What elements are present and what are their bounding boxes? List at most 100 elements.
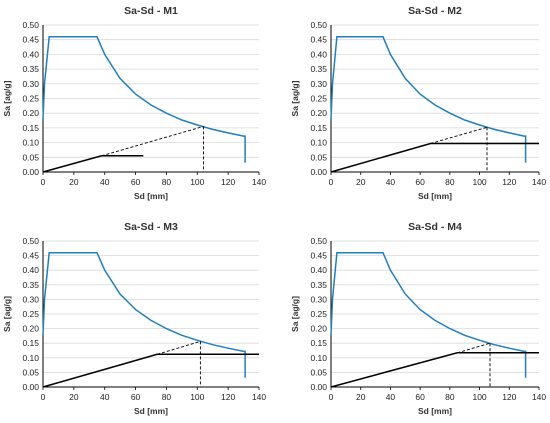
x-tick-label: 0 bbox=[329, 392, 334, 402]
x-tick-label: 120 bbox=[221, 392, 235, 402]
y-tick-label: 0.15 bbox=[22, 338, 39, 348]
x-tick-label: 0 bbox=[41, 177, 46, 187]
y-tick-label: 0.30 bbox=[310, 79, 327, 89]
y-tick-label: 0.50 bbox=[22, 20, 39, 30]
y-tick-label: 0.15 bbox=[310, 123, 327, 133]
x-tick-label: 20 bbox=[69, 392, 79, 402]
x-tick-label: 140 bbox=[252, 392, 266, 402]
x-tick-label: 100 bbox=[472, 177, 486, 187]
y-tick-label: 0.40 bbox=[310, 265, 327, 275]
dashed-guide-line bbox=[157, 340, 201, 355]
x-tick-label: 60 bbox=[415, 177, 425, 187]
y-axis-label: Sa [ag/g] bbox=[290, 296, 300, 332]
x-tick-label: 140 bbox=[532, 177, 546, 187]
y-tick-label: 0.30 bbox=[22, 79, 39, 89]
y-tick-label: 0.45 bbox=[310, 251, 327, 261]
y-tick-label: 0.15 bbox=[310, 338, 327, 348]
y-tick-label: 0.50 bbox=[22, 236, 39, 246]
y-tick-label: 0.00 bbox=[310, 382, 327, 392]
y-tick-label: 0.10 bbox=[22, 353, 39, 363]
y-tick-label: 0.20 bbox=[22, 108, 39, 118]
chart-panel-1: 0.00 0.05 0.10 0.15 0.20 0.25 0.30 0.35 0.40 0.45… bbox=[2, 5, 266, 201]
y-tick-label: 0.40 bbox=[310, 49, 327, 59]
x-tick-label: 60 bbox=[131, 392, 141, 402]
chart-title: Sa-Sd - M3 bbox=[124, 221, 178, 233]
y-tick-label: 0.00 bbox=[22, 382, 39, 392]
x-tick-label: 80 bbox=[162, 177, 172, 187]
y-tick-label: 0.20 bbox=[22, 324, 39, 334]
y-tick-label: 0.15 bbox=[22, 123, 39, 133]
y-tick-label: 0.25 bbox=[310, 94, 327, 104]
y-tick-label: 0.40 bbox=[22, 265, 39, 275]
chart-panel-3: 0.00 0.05 0.10 0.15 0.20 0.25 0.30 0.35 0.40 0.45… bbox=[2, 221, 266, 416]
y-tick-label: 0.10 bbox=[310, 138, 327, 148]
y-tick-label: 0.30 bbox=[22, 294, 39, 304]
y-tick-label: 0.00 bbox=[310, 167, 327, 177]
x-tick-label: 60 bbox=[415, 392, 425, 402]
demand-spectrum-line bbox=[330, 251, 527, 378]
y-axis-label: Sa [ag/g] bbox=[290, 80, 300, 116]
chart-title: Sa-Sd - M4 bbox=[408, 221, 462, 233]
capacity-curve-line bbox=[42, 353, 259, 388]
capacity-curve-line bbox=[330, 142, 539, 173]
y-axis-label: Sa [ag/g] bbox=[2, 80, 12, 116]
chart-title: Sa-Sd - M2 bbox=[408, 5, 462, 17]
y-tick-label: 0.45 bbox=[22, 35, 39, 45]
dashed-guide-line bbox=[457, 342, 491, 354]
dashed-guide-line bbox=[430, 126, 488, 144]
y-tick-label: 0.25 bbox=[22, 94, 39, 104]
x-tick-label: 120 bbox=[502, 392, 516, 402]
y-tick-label: 0.35 bbox=[22, 280, 39, 290]
y-tick-label: 0.25 bbox=[310, 309, 327, 319]
y-tick-label: 0.25 bbox=[22, 309, 39, 319]
y-tick-label: 0.45 bbox=[310, 35, 327, 45]
x-tick-label: 20 bbox=[356, 392, 366, 402]
x-tick-label: 140 bbox=[532, 392, 546, 402]
capacity-curve-line bbox=[42, 155, 144, 173]
y-tick-label: 0.05 bbox=[310, 367, 327, 377]
y-tick-label: 0.35 bbox=[310, 64, 327, 74]
x-axis-label: Sd [mm] bbox=[418, 406, 452, 416]
x-tick-label: 120 bbox=[221, 177, 235, 187]
y-tick-label: 0.10 bbox=[310, 353, 327, 363]
y-tick-label: 0.00 bbox=[22, 167, 39, 177]
x-axis-label: Sd [mm] bbox=[134, 406, 168, 416]
y-tick-label: 0.05 bbox=[310, 152, 327, 162]
demand-spectrum-line bbox=[42, 36, 246, 163]
x-tick-label: 100 bbox=[190, 177, 204, 187]
demand-spectrum-line bbox=[330, 36, 527, 163]
x-tick-label: 40 bbox=[386, 177, 396, 187]
x-tick-label: 80 bbox=[162, 392, 172, 402]
x-axis-label: Sd [mm] bbox=[134, 191, 168, 201]
y-tick-label: 0.40 bbox=[22, 49, 39, 59]
chart-panel-4: 0.00 0.05 0.10 0.15 0.20 0.25 0.30 0.35 0.40 0.45… bbox=[290, 221, 546, 416]
x-tick-label: 100 bbox=[190, 392, 204, 402]
demand-spectrum-line bbox=[42, 251, 246, 378]
chart-title: Sa-Sd - M1 bbox=[124, 5, 178, 17]
x-tick-label: 100 bbox=[472, 392, 486, 402]
y-tick-label: 0.20 bbox=[310, 108, 327, 118]
y-tick-label: 0.30 bbox=[310, 294, 327, 304]
y-tick-label: 0.10 bbox=[22, 138, 39, 148]
x-tick-label: 140 bbox=[252, 177, 266, 187]
y-tick-label: 0.35 bbox=[310, 280, 327, 290]
y-tick-label: 0.45 bbox=[22, 251, 39, 261]
y-tick-label: 0.50 bbox=[310, 236, 327, 246]
x-tick-label: 80 bbox=[445, 392, 455, 402]
y-tick-label: 0.20 bbox=[310, 324, 327, 334]
x-tick-label: 40 bbox=[100, 392, 110, 402]
chart-panel-2: 0.00 0.05 0.10 0.15 0.20 0.25 0.30 0.35 0.40 0.45… bbox=[290, 5, 546, 201]
x-tick-label: 40 bbox=[100, 177, 110, 187]
x-tick-label: 20 bbox=[356, 177, 366, 187]
x-tick-label: 20 bbox=[69, 177, 79, 187]
y-tick-label: 0.35 bbox=[22, 64, 39, 74]
x-tick-label: 60 bbox=[131, 177, 141, 187]
y-tick-label: 0.05 bbox=[22, 367, 39, 377]
x-tick-label: 0 bbox=[41, 392, 46, 402]
x-axis-label: Sd [mm] bbox=[418, 191, 452, 201]
dashed-guide-line bbox=[101, 125, 204, 157]
x-tick-label: 40 bbox=[386, 392, 396, 402]
x-tick-label: 0 bbox=[329, 177, 334, 187]
y-tick-label: 0.50 bbox=[310, 20, 327, 30]
